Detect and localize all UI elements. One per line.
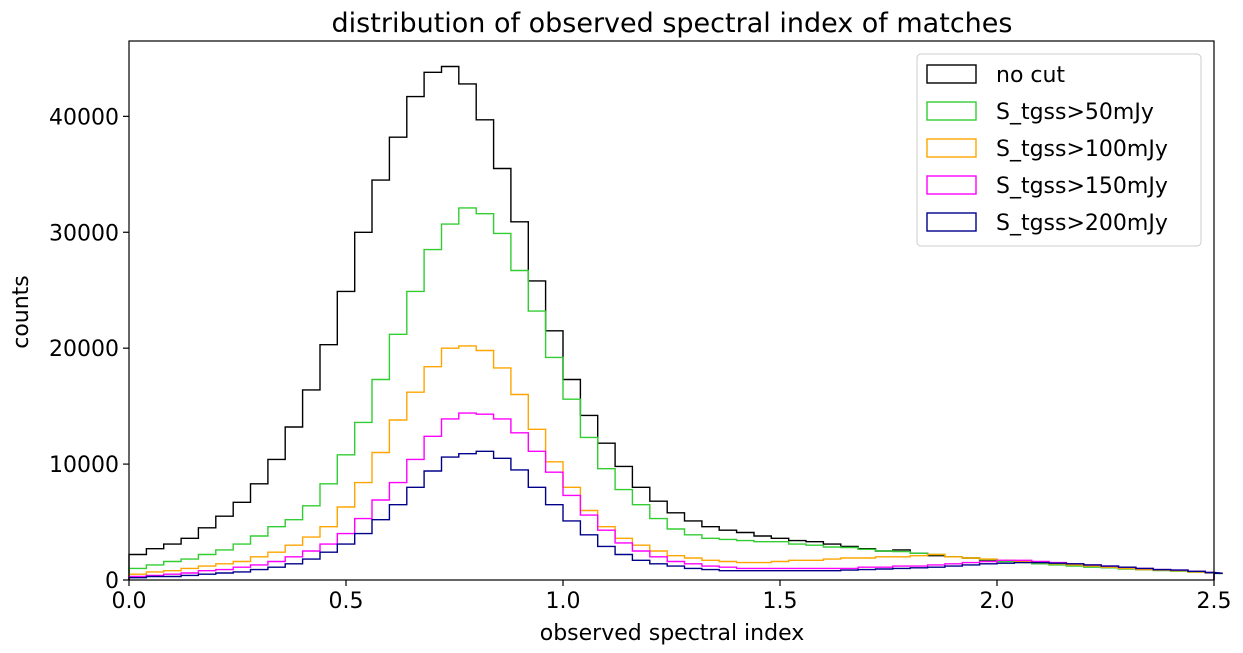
series-s-tgss-50mjy-line: [128, 207, 1223, 580]
legend-label-s-tgss-200mjy: S_tgss>200mJy: [996, 211, 1168, 236]
y-tick-label: 40000: [49, 105, 119, 130]
x-tick-label: 1.5: [763, 589, 798, 614]
y-tick-label: 20000: [49, 337, 119, 362]
legend-frame: [916, 53, 1202, 247]
chart-title: distribution of observed spectral index …: [332, 8, 1013, 39]
x-tick-label: 1.0: [546, 589, 581, 614]
legend-label-no-cut: no cut: [996, 63, 1065, 88]
x-axis-label: observed spectral index: [540, 621, 804, 646]
series-layer: [128, 65, 1223, 580]
series-s-tgss-200mjy-line: [128, 450, 1223, 580]
x-tick-label: 0.5: [329, 589, 364, 614]
x-tick-label: 2.5: [1197, 589, 1232, 614]
legend-swatch-no-cut: [926, 64, 977, 84]
y-axis-label: counts: [9, 275, 34, 349]
legend-label-s-tgss-50mjy: S_tgss>50mJy: [996, 100, 1154, 125]
legend-label-s-tgss-150mjy: S_tgss>150mJy: [996, 174, 1168, 199]
y-tick-label: 10000: [49, 453, 119, 478]
x-tick-label: 0.0: [112, 589, 147, 614]
plot-frame: [128, 40, 1215, 581]
legend: no cut S_tgss>50mJy S_tgss>100mJy S_tgss>15…: [916, 53, 1202, 247]
legend-swatch-s-tgss-150mjy: [926, 175, 977, 195]
y-axis-ticks: 0 10000 20000 30000 40000: [49, 105, 129, 594]
legend-swatch-s-tgss-200mjy: [926, 212, 977, 232]
y-tick-label: 30000: [49, 221, 119, 246]
x-axis-ticks: 0.0 0.5 1.0 1.5 2.0 2.5: [112, 580, 1232, 614]
legend-items: no cut S_tgss>50mJy S_tgss>100mJy S_tgss>15…: [926, 63, 1168, 236]
x-tick-label: 2.0: [980, 589, 1015, 614]
legend-swatch-s-tgss-100mjy: [926, 138, 977, 158]
legend-swatch-s-tgss-50mjy: [926, 101, 977, 121]
y-tick-label: 0: [105, 569, 119, 594]
legend-label-s-tgss-100mjy: S_tgss>100mJy: [996, 137, 1168, 162]
